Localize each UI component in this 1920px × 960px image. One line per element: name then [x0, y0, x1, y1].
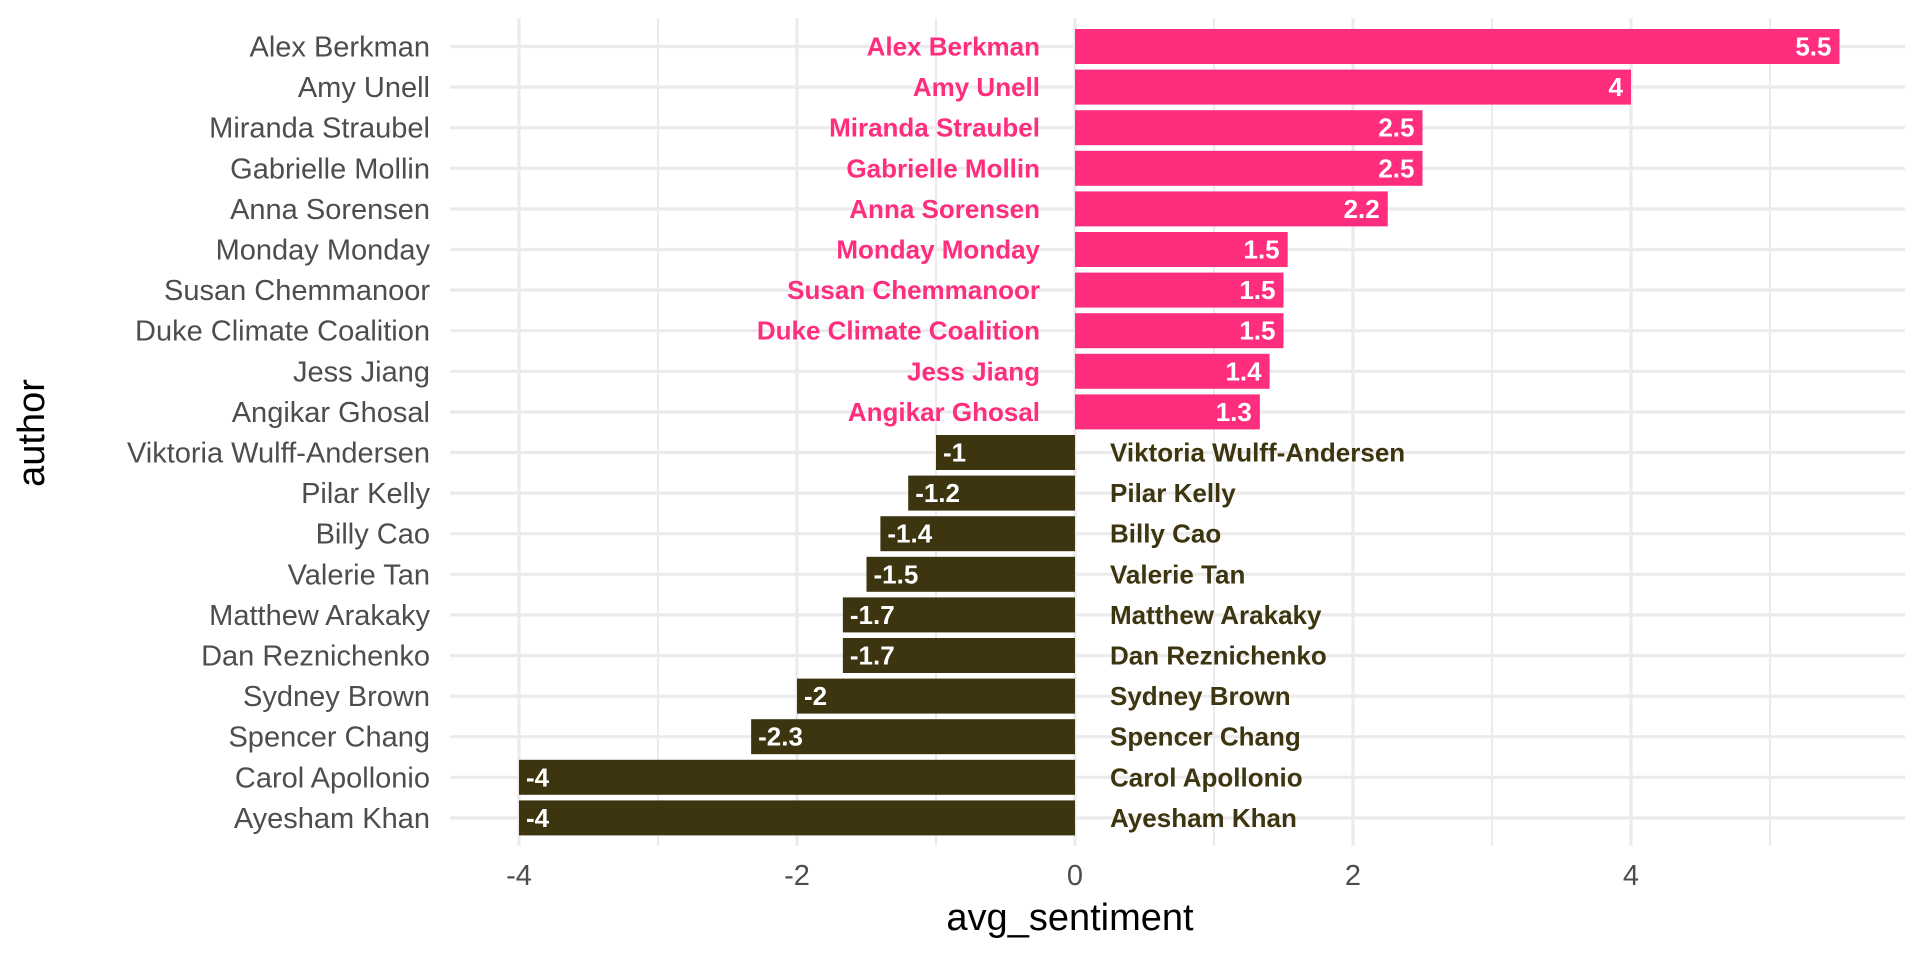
bar-author-label: Ayesham Khan [1110, 803, 1297, 833]
bar-value-label: 1.5 [1244, 235, 1280, 265]
y-tick-label: Dan Reznichenko [201, 641, 430, 673]
y-tick-label: Viktoria Wulff-Andersen [127, 438, 430, 470]
bar-value-label: 1.5 [1239, 275, 1275, 305]
bar-author-label: Jess Jiang [907, 356, 1040, 386]
bar-author-label: Viktoria Wulff-Andersen [1110, 438, 1405, 468]
bar [797, 678, 1075, 714]
y-tick-label: Gabrielle Mollin [230, 153, 430, 185]
y-tick-label: Pilar Kelly [301, 478, 430, 510]
bar [1075, 191, 1388, 227]
y-tick-label: Ayesham Khan [234, 803, 430, 835]
bar [1075, 272, 1284, 308]
bar-author-label: Alex Berkman [867, 32, 1040, 62]
bar-value-label: 1.4 [1225, 356, 1262, 386]
bar [908, 475, 1075, 511]
bar [1075, 110, 1423, 146]
x-tick-labels: -4 -2 0 2 4 [506, 860, 1639, 892]
bar-value-label: 2.2 [1344, 194, 1380, 224]
bar-author-label: Duke Climate Coalition [757, 316, 1040, 346]
bar [1075, 29, 1840, 64]
bar [1075, 313, 1284, 349]
bar-author-label: Gabrielle Mollin [846, 153, 1040, 183]
y-tick-label: Billy Cao [316, 519, 430, 551]
y-tick-label: Spencer Chang [228, 722, 430, 754]
bar [1075, 150, 1423, 186]
bar-author-label: Angikar Ghosal [848, 397, 1040, 427]
x-axis-title: avg_sentiment [946, 897, 1194, 939]
bar [1075, 232, 1288, 267]
y-tick-label: Duke Climate Coalition [135, 316, 430, 348]
bar-value-label: -1.4 [887, 519, 932, 549]
x-tick-label: -4 [506, 860, 532, 892]
bar-value-label: -1 [943, 438, 966, 468]
y-tick-label: Carol Apollonio [235, 762, 430, 794]
y-tick-label: Valerie Tan [288, 559, 430, 591]
bar-author-label: Pilar Kelly [1110, 478, 1236, 508]
bar [519, 800, 1075, 836]
bar-value-label: -4 [526, 762, 550, 792]
bar-author-label: Susan Chemmanoor [787, 275, 1040, 305]
x-tick-label: 4 [1623, 860, 1639, 892]
y-axis-title: author [11, 379, 53, 487]
x-tick-label: -2 [784, 860, 810, 892]
bar [842, 638, 1075, 673]
bar-value-label: -1.7 [850, 641, 895, 671]
bar [1075, 394, 1260, 430]
bar-author-label: Monday Monday [836, 235, 1040, 265]
y-tick-labels: Alex Berkman Amy Unell Miranda Straubel Gab… [127, 32, 431, 835]
y-tick-label: Amy Unell [298, 72, 430, 104]
bar [866, 556, 1075, 592]
bar [880, 516, 1075, 552]
bars-group: 5.5 Alex Berkman 4 Amy Unell 2.5 Miranda Stra… [519, 29, 1840, 836]
bar-value-label: 1.5 [1239, 316, 1275, 346]
bar-author-label: Dan Reznichenko [1110, 641, 1327, 671]
bar-value-label: -1.5 [874, 559, 919, 589]
bar-value-label: -1.2 [915, 478, 960, 508]
y-tick-label: Monday Monday [216, 235, 431, 267]
x-tick-label: 2 [1345, 860, 1361, 892]
bar [751, 719, 1075, 755]
bar-author-label: Sydney Brown [1110, 681, 1291, 711]
y-tick-label: Jess Jiang [293, 356, 430, 388]
bar-value-label: 1.3 [1216, 397, 1252, 427]
bar-author-label: Miranda Straubel [829, 113, 1040, 143]
x-tick-label: 0 [1067, 860, 1083, 892]
bar-author-label: Amy Unell [913, 72, 1040, 102]
bar-author-label: Carol Apollonio [1110, 762, 1303, 792]
bar-author-label: Matthew Arakaky [1110, 600, 1322, 630]
bar [1075, 353, 1270, 389]
bar-author-label: Billy Cao [1110, 519, 1221, 549]
bar [1075, 69, 1631, 105]
y-tick-label: Sydney Brown [243, 681, 430, 713]
bar-value-label: 5.5 [1795, 32, 1831, 62]
y-tick-label: Miranda Straubel [209, 113, 430, 145]
bar-author-label: Spencer Chang [1110, 722, 1301, 752]
bar [519, 759, 1075, 795]
bar [936, 435, 1075, 470]
bar-value-label: -2.3 [758, 722, 803, 752]
y-tick-label: Alex Berkman [249, 32, 430, 64]
y-tick-label: Anna Sorensen [230, 194, 430, 226]
bar [842, 597, 1075, 633]
bar-value-label: 2.5 [1378, 113, 1414, 143]
bar-value-label: -1.7 [850, 600, 895, 630]
y-tick-label: Matthew Arakaky [209, 600, 430, 632]
y-tick-label: Susan Chemmanoor [164, 275, 430, 307]
bar-author-label: Anna Sorensen [849, 194, 1040, 224]
bar-author-label: Valerie Tan [1110, 559, 1245, 589]
bar-value-label: 2.5 [1378, 153, 1414, 183]
bar-value-label: -2 [804, 681, 827, 711]
bar-value-label: -4 [526, 803, 550, 833]
y-tick-label: Angikar Ghosal [232, 397, 430, 429]
bar-value-label: 4 [1609, 72, 1624, 102]
